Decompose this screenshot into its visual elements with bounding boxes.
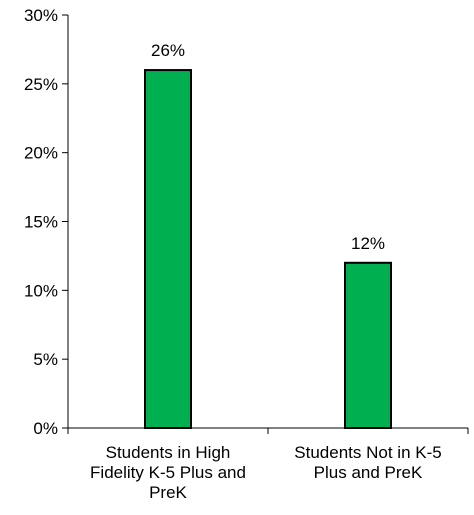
y-tick-label: 5% (33, 350, 58, 369)
y-tick-label: 15% (24, 213, 58, 232)
category-label: PreK (149, 483, 187, 502)
category-label: Students Not in K-5 (294, 443, 441, 462)
y-tick-label: 10% (24, 281, 58, 300)
category-label: Students in High (106, 443, 231, 462)
category-label: Plus and PreK (314, 463, 423, 482)
y-tick-label: 20% (24, 144, 58, 163)
bars (144, 69, 392, 429)
bar (144, 69, 192, 429)
data-label: 26% (151, 41, 185, 60)
y-tick-label: 0% (33, 419, 58, 438)
category-label: Fidelity K-5 Plus and (90, 463, 246, 482)
bar (344, 261, 392, 429)
data-label: 12% (351, 234, 385, 253)
y-axis: 0% 5% 10% 15% 20% 25% 30% (24, 6, 69, 438)
y-tick-label: 25% (24, 75, 58, 94)
data-labels: 26% 12% (151, 41, 385, 253)
y-tick-label: 30% (24, 6, 58, 25)
